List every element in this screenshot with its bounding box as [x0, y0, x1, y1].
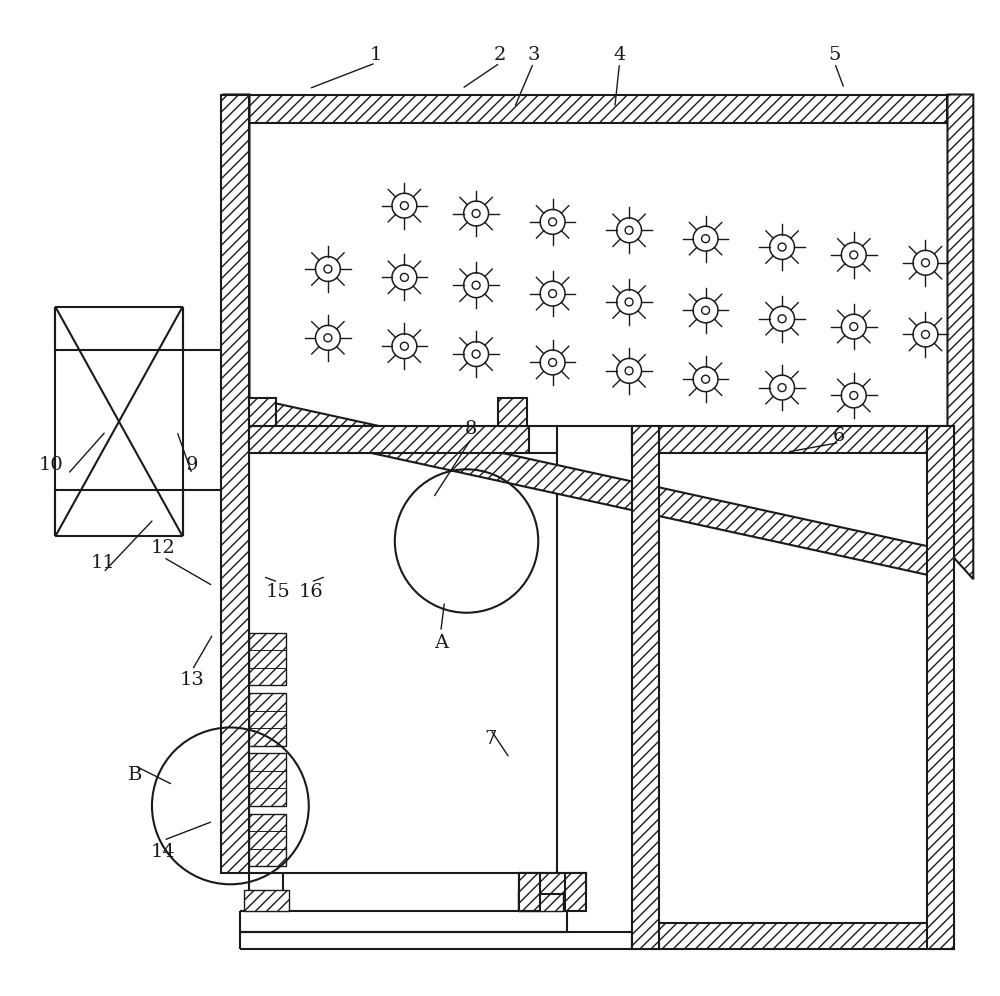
- Polygon shape: [221, 95, 249, 872]
- Bar: [249, 632, 286, 685]
- Text: 11: 11: [91, 554, 116, 572]
- Circle shape: [770, 235, 794, 260]
- Text: 10: 10: [38, 455, 63, 473]
- Circle shape: [625, 367, 633, 374]
- Circle shape: [702, 235, 710, 243]
- Circle shape: [617, 359, 642, 383]
- Text: 4: 4: [613, 46, 626, 65]
- Circle shape: [472, 281, 480, 289]
- Circle shape: [778, 243, 786, 251]
- Polygon shape: [249, 397, 947, 580]
- Circle shape: [625, 226, 633, 234]
- Circle shape: [841, 242, 866, 267]
- Circle shape: [702, 375, 710, 383]
- Circle shape: [549, 218, 557, 226]
- Text: 13: 13: [180, 670, 205, 688]
- Circle shape: [913, 250, 938, 275]
- Polygon shape: [249, 124, 947, 551]
- Circle shape: [922, 331, 929, 339]
- Circle shape: [464, 273, 489, 298]
- Bar: [249, 753, 286, 806]
- Bar: [249, 693, 286, 746]
- Text: 7: 7: [484, 730, 497, 748]
- Circle shape: [549, 359, 557, 367]
- Bar: [632, 922, 954, 949]
- Text: 6: 6: [833, 427, 846, 445]
- Text: 16: 16: [298, 583, 323, 601]
- Circle shape: [464, 342, 489, 367]
- Circle shape: [850, 323, 858, 331]
- Circle shape: [617, 218, 642, 243]
- Circle shape: [693, 298, 718, 323]
- Polygon shape: [249, 397, 276, 426]
- Circle shape: [778, 315, 786, 323]
- Text: 3: 3: [527, 46, 540, 65]
- Text: 1: 1: [370, 46, 382, 65]
- Circle shape: [392, 193, 417, 218]
- Circle shape: [392, 265, 417, 290]
- Text: 14: 14: [151, 843, 176, 861]
- Polygon shape: [224, 95, 249, 426]
- Circle shape: [549, 290, 557, 298]
- Circle shape: [913, 322, 938, 347]
- Circle shape: [778, 383, 786, 391]
- Circle shape: [400, 343, 408, 351]
- Polygon shape: [249, 426, 529, 453]
- Circle shape: [922, 259, 929, 267]
- Bar: [518, 890, 563, 911]
- Circle shape: [472, 351, 480, 358]
- Polygon shape: [947, 95, 973, 580]
- Text: B: B: [128, 766, 142, 784]
- Text: A: A: [434, 634, 448, 652]
- Circle shape: [400, 201, 408, 209]
- Circle shape: [850, 391, 858, 399]
- Bar: [632, 426, 659, 949]
- Bar: [244, 890, 289, 911]
- Text: 5: 5: [828, 46, 841, 65]
- Circle shape: [540, 209, 565, 234]
- Bar: [927, 426, 954, 949]
- Text: 8: 8: [465, 420, 478, 438]
- Text: 2: 2: [494, 46, 506, 65]
- Bar: [632, 426, 954, 453]
- Circle shape: [324, 334, 332, 342]
- Circle shape: [472, 209, 480, 217]
- Circle shape: [850, 251, 858, 259]
- Circle shape: [315, 326, 340, 351]
- Circle shape: [324, 265, 332, 273]
- Bar: [249, 814, 286, 867]
- Circle shape: [770, 307, 794, 332]
- Circle shape: [770, 375, 794, 400]
- Bar: [519, 872, 540, 911]
- Circle shape: [540, 350, 565, 374]
- Circle shape: [392, 334, 417, 359]
- Circle shape: [625, 298, 633, 306]
- Text: 9: 9: [186, 455, 198, 473]
- Polygon shape: [498, 397, 527, 426]
- Circle shape: [693, 226, 718, 251]
- Polygon shape: [249, 95, 947, 124]
- Text: 12: 12: [151, 539, 176, 557]
- Circle shape: [617, 290, 642, 315]
- Circle shape: [464, 201, 489, 226]
- Circle shape: [315, 257, 340, 282]
- Circle shape: [841, 314, 866, 339]
- Text: 15: 15: [266, 583, 291, 601]
- Bar: [519, 872, 586, 893]
- Circle shape: [702, 307, 710, 315]
- Circle shape: [540, 281, 565, 306]
- Bar: [565, 872, 586, 911]
- Circle shape: [400, 273, 408, 281]
- Circle shape: [841, 383, 866, 408]
- Circle shape: [693, 367, 718, 391]
